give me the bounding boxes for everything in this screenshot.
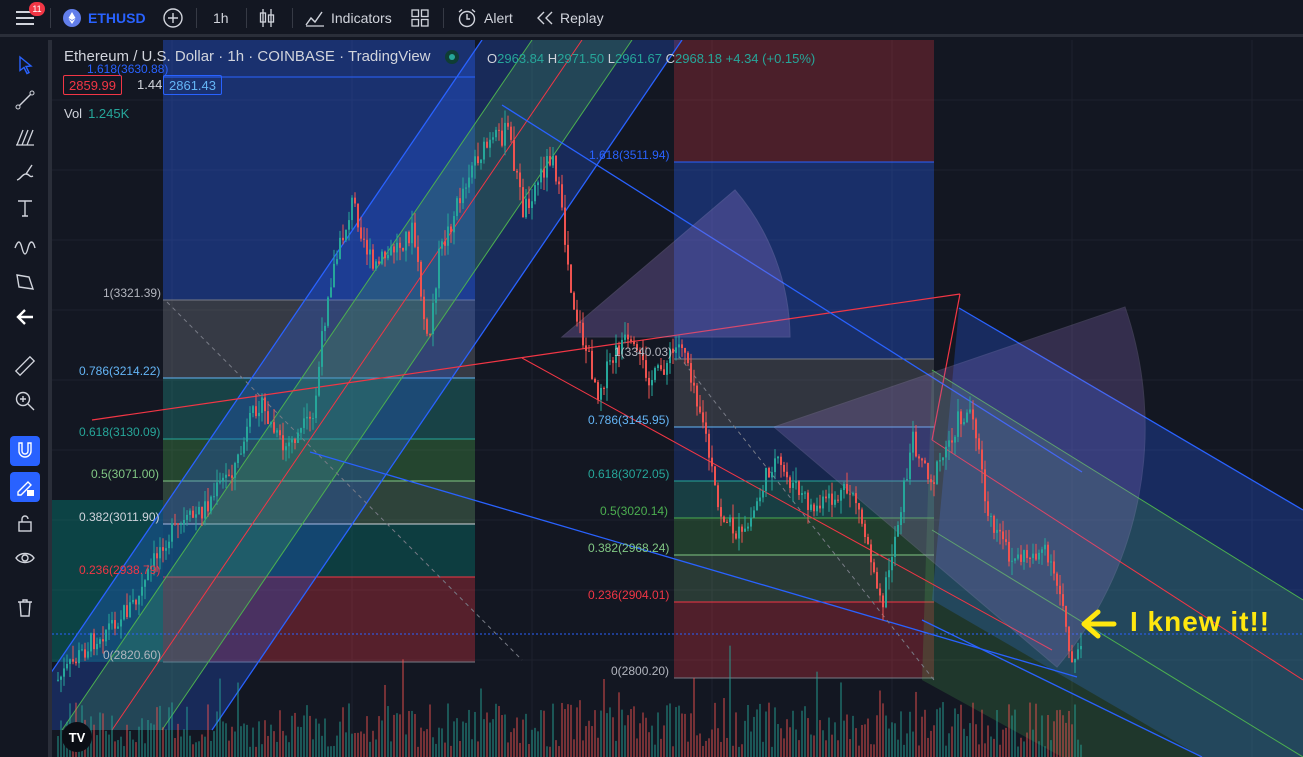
ethereum-icon [63,9,81,27]
magnet-icon [18,442,32,458]
chart-pane[interactable]: Ethereum / U.S. Dollar · 1h · COINBASE ·… [52,40,1303,757]
top-toolbar: 11 ETHUSD 1h Indicators Alert Replay [0,0,1303,37]
indicators-button[interactable]: Indicators [305,0,392,36]
fib-retracement-right[interactable] [674,40,934,679]
ruler-icon [14,355,36,377]
prediction-icon [16,274,35,290]
symbol-button[interactable]: ETHUSD [63,0,146,36]
add-symbol-button[interactable] [163,0,183,36]
text-tool[interactable] [10,193,40,223]
back-arrow-icon [16,309,33,325]
drawing-toolbar [0,40,52,757]
patterns-tool[interactable] [10,229,40,259]
alert-button[interactable]: Alert [457,0,513,36]
fib-left-1: 1(3321.39) [103,286,162,300]
lock-tool[interactable] [10,508,40,538]
alert-icon [458,8,476,28]
interval-button[interactable]: 1h [213,10,229,26]
buy-price[interactable]: 2861.43 [163,75,222,95]
fan-arcs[interactable] [560,189,1146,668]
rising-channel[interactable] [52,40,683,731]
text-icon [18,200,32,217]
fib-left-1618: 1.618(3630.88) [87,62,169,76]
tradingview-logo: TV [62,722,92,752]
price-candles [57,110,1082,693]
cursor-tool[interactable] [10,50,40,80]
volume-bars [57,645,1082,757]
divider [443,8,444,28]
fib-right-1: 1(3340.03) [614,345,673,359]
market-status-icon [444,49,459,64]
ruler-tool[interactable] [10,351,40,381]
fib-right-0618: 0.618(3072.05) [588,467,670,481]
trendline-tool[interactable] [10,85,40,115]
chart-type-button[interactable] [258,0,276,36]
replay-button[interactable]: Replay [537,0,604,36]
volume-legend: Vol 1.245K [64,106,130,121]
back-tool[interactable] [10,302,40,332]
trash-tool[interactable] [10,593,40,623]
fib-left-0: 0(2820.60) [103,648,162,662]
symbol-title: Ethereum / U.S. Dollar · 1h · COINBASE ·… [64,48,431,65]
visibility-tool[interactable] [10,543,40,573]
divider [246,8,247,28]
fib-right-0382: 0.382(2968.24) [588,541,670,555]
sell-price[interactable]: 2859.99 [63,75,122,95]
chart-canvas[interactable] [52,40,1303,757]
symbol-label: ETHUSD [88,10,146,26]
templates-button[interactable] [411,0,429,36]
notification-badge: 11 [29,2,45,16]
brush-icon [16,164,34,181]
ohlc-values: O2963.84 H2971.50 L2961.67 C2968.18 +4.3… [487,51,816,66]
annotation-arrow-icon [1081,609,1117,639]
divider [196,8,197,28]
add-symbol-icon [163,8,183,28]
fib-left-0382: 0.382(3011.90) [79,510,160,524]
fib-right-1618: 1.618(3511.94) [589,148,670,162]
lock-drawing-tool[interactable] [10,472,40,502]
fib-right-05: 0.5(3020.14) [600,504,669,518]
spread-value: 1.44 [137,77,163,92]
prediction-tool[interactable] [10,266,40,296]
patterns-icon [14,241,36,255]
annotation-text[interactable]: I knew it!! [1130,606,1271,637]
alert-label: Alert [484,10,513,26]
eye-icon [15,552,35,564]
falling-channel[interactable] [921,307,1303,757]
fib-right-0: 0(2800.20) [611,664,670,678]
replay-icon [537,11,553,25]
replay-label: Replay [560,10,604,26]
fib-right-0786: 0.786(3145.95) [588,413,670,427]
fib-left-0236: 0.236(2938.79) [79,563,161,577]
indicators-icon [305,11,324,27]
zoom-tool[interactable] [10,386,40,416]
trendline-icon [15,90,35,110]
trend-lines[interactable] [52,104,1303,681]
chart-legend[interactable]: Ethereum / U.S. Dollar · 1h · COINBASE ·… [64,48,459,65]
pitchfork-tool[interactable] [10,122,40,152]
cursor-icon [19,55,33,75]
fib-left-0618: 0.618(3130.09) [79,425,161,439]
fib-right-0236: 0.236(2904.01) [588,588,670,602]
divider [50,8,51,28]
zoom-icon [15,391,35,411]
pitchfork-icon [16,129,34,146]
lock-icon [18,515,32,532]
fib-left-0786: 0.786(3214.22) [79,364,161,378]
fib-left-05: 0.5(3071.00) [91,467,160,481]
lock-drawing-icon [17,481,34,496]
fib-retracement-left[interactable] [52,40,475,663]
indicators-label: Indicators [331,10,392,26]
divider [292,8,293,28]
brush-tool[interactable] [10,158,40,188]
trash-icon [18,599,32,617]
candles-icon [259,9,275,27]
magnet-tool[interactable] [10,436,40,466]
templates-icon [411,9,429,27]
